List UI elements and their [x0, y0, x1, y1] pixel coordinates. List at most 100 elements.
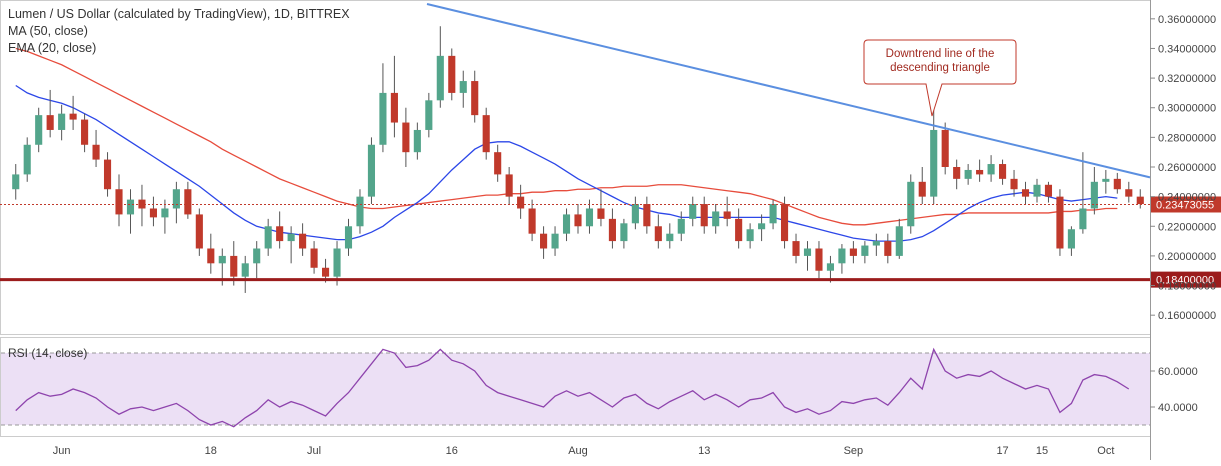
candle-body	[12, 174, 20, 190]
price-tick-label: 0.22000000	[1158, 221, 1216, 233]
candle-body	[184, 189, 192, 215]
time-tick-label: 16	[446, 445, 458, 457]
candle-body	[1136, 196, 1144, 205]
chart-title: Lumen / US Dollar (calculated by Trading…	[8, 7, 350, 21]
current-price-label: 0.23473055	[1156, 199, 1214, 211]
candle-body	[35, 115, 43, 145]
candle-body	[321, 267, 330, 277]
candle-body	[1033, 184, 1041, 197]
candle-body	[528, 208, 536, 234]
price-tick-label: 0.26000000	[1158, 162, 1216, 174]
candle-body	[92, 144, 100, 160]
candle-body	[620, 223, 628, 242]
candle-body	[276, 226, 284, 242]
annotation-text-line: descending triangle	[890, 62, 990, 74]
candle-body	[849, 248, 857, 256]
candle-body	[58, 113, 66, 130]
price-tick-label: 0.32000000	[1158, 73, 1216, 85]
price-tick-label: 0.16000000	[1158, 310, 1216, 322]
legend-ema20: EMA (20, close)	[8, 41, 97, 55]
rsi-panel	[1, 347, 1150, 428]
candle-body	[792, 241, 800, 256]
candle-body	[402, 122, 410, 153]
chart-legend: Lumen / US Dollar (calculated by Trading…	[8, 6, 350, 57]
candle-body	[264, 226, 272, 249]
candle-body	[976, 169, 984, 175]
candle-body	[448, 55, 456, 93]
candle-body	[287, 233, 295, 242]
candle-body	[930, 129, 938, 197]
candle-body	[838, 248, 846, 264]
candle-body	[103, 159, 112, 190]
candle-body	[115, 189, 123, 215]
annotation-callout	[863, 39, 1017, 117]
candles	[12, 26, 1144, 293]
candle-body	[574, 214, 582, 227]
axes: 0.36000000 0.34000000 0.32000000 0.30000000…	[53, 14, 1216, 457]
candle-body	[712, 211, 720, 227]
candle-body	[1056, 196, 1064, 249]
current-price-tag	[1151, 196, 1221, 213]
price-tick-label: 0.24000000	[1158, 192, 1216, 204]
time-tick-label: Jul	[307, 445, 321, 457]
candle-body	[459, 81, 467, 93]
candle-body	[172, 189, 180, 209]
candle-body	[884, 241, 892, 256]
candle-body	[666, 233, 674, 242]
candle-body	[964, 169, 972, 179]
time-tick-label: 13	[698, 445, 710, 457]
rsi-legend: RSI (14, close)	[8, 346, 88, 360]
candle-body	[1113, 178, 1121, 190]
price-tick-label: 0.36000000	[1158, 14, 1216, 26]
candle-body	[436, 55, 444, 101]
candle-body	[585, 208, 594, 227]
candle-body	[861, 245, 869, 256]
candle-body	[149, 208, 157, 218]
candle-body	[1102, 178, 1110, 182]
support-price-tag	[1151, 271, 1221, 288]
candle-body	[299, 233, 307, 249]
candle-body	[758, 223, 766, 230]
candle-body	[482, 115, 490, 153]
candle-body	[23, 144, 31, 175]
candle-body	[723, 211, 731, 219]
candle-body	[654, 226, 662, 242]
candle-body	[540, 233, 548, 249]
candle-body	[677, 218, 685, 234]
downtrend-line	[426, 3, 1151, 179]
candle-body	[999, 164, 1007, 179]
price-tick-label: 0.30000000	[1158, 103, 1216, 115]
candle-body	[344, 226, 353, 249]
candle-body	[310, 248, 318, 268]
time-tick-label: Aug	[568, 445, 588, 457]
time-tick-label: 15	[1036, 445, 1048, 457]
candle-body	[631, 204, 639, 224]
candle-body	[505, 174, 513, 197]
candle-body	[218, 255, 226, 264]
candle-body	[1067, 229, 1075, 249]
ema20-line-group	[15, 84, 1118, 242]
candle-body	[494, 152, 502, 175]
candle-body	[1125, 189, 1133, 197]
price-tick-label: 0.18000000	[1158, 281, 1216, 293]
candle-body	[907, 181, 915, 227]
candle-body	[562, 214, 571, 234]
price-tick-label: 0.34000000	[1158, 43, 1216, 55]
candle-body	[826, 263, 835, 271]
rsi-line	[15, 347, 1130, 428]
candle-body	[253, 248, 261, 264]
annotation-text-line: Downtrend line of the	[886, 48, 995, 60]
rsi-band	[1, 353, 1150, 425]
candle-body	[1090, 181, 1098, 209]
candle-body	[597, 208, 605, 219]
candle-body	[689, 204, 697, 219]
time-tick-label: 17	[996, 445, 1008, 457]
candle-body	[941, 129, 949, 167]
candle-body	[803, 248, 812, 256]
candle-body	[471, 81, 479, 116]
candle-body	[517, 196, 525, 209]
candle-body	[390, 92, 398, 123]
candle-body	[953, 167, 961, 179]
support-price-label: 0.18400000	[1156, 275, 1214, 287]
